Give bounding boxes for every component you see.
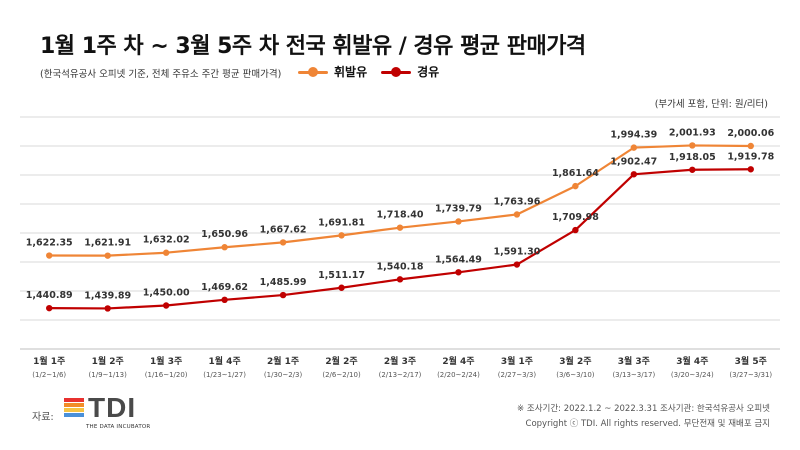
unit-note: (부가세 포함, 단위: 원/리터) bbox=[654, 99, 768, 110]
data-point-diesel bbox=[338, 284, 345, 291]
data-point-diesel bbox=[46, 304, 53, 312]
tdi-logo: TDI THE DATA INCUBATOR bbox=[64, 392, 184, 436]
data-point-gasoline bbox=[221, 244, 228, 251]
data-point-diesel bbox=[747, 166, 754, 173]
x-tick-label: 2월 1주 bbox=[267, 355, 299, 367]
x-tick-range: (2/13~2/17) bbox=[379, 371, 422, 379]
data-label-gasoline: 1,763.96 bbox=[493, 196, 540, 207]
logo-bars-icon bbox=[64, 398, 84, 422]
x-tick-range: (3/13~3/17) bbox=[612, 371, 655, 379]
data-point-diesel bbox=[221, 296, 228, 304]
data-point-gasoline bbox=[279, 239, 287, 246]
data-label-gasoline: 1,667.62 bbox=[260, 224, 307, 235]
data-point-diesel bbox=[513, 261, 521, 268]
data-label-gasoline: 1,632.02 bbox=[143, 235, 190, 246]
data-label-diesel: 1,918.05 bbox=[669, 152, 716, 163]
footer: ※ 조사기간: 2022.1.2 ~ 2022.3.31 조사기관: 한국석유공… bbox=[517, 402, 770, 432]
x-tick-label: 3월 5주 bbox=[735, 355, 767, 367]
x-tick-range: (3/27~3/31) bbox=[729, 371, 772, 379]
x-tick-range: (3/20~3/24) bbox=[671, 371, 714, 379]
x-tick-range: (3/6~3/10) bbox=[556, 371, 595, 379]
legend-swatch-gasoline bbox=[298, 66, 328, 78]
data-point-diesel bbox=[162, 302, 170, 309]
source-label: 자료: bbox=[32, 412, 54, 423]
data-label-gasoline: 1,718.40 bbox=[377, 210, 424, 221]
x-tick-range: (1/16~1/20) bbox=[145, 371, 188, 379]
data-point-gasoline bbox=[338, 232, 345, 239]
legend: 휘발유 경유 bbox=[298, 63, 439, 80]
logo-subtext: THE DATA INCUBATOR bbox=[86, 424, 151, 430]
chart-subtitle: (한국석유공사 오피넷 기준, 전체 주유소 주간 평균 판매가격) bbox=[40, 69, 282, 80]
data-point-gasoline bbox=[455, 218, 462, 225]
footer-survey-info: ※ 조사기간: 2022.1.2 ~ 2022.3.31 조사기관: 한국석유공… bbox=[517, 404, 770, 414]
data-point-gasoline bbox=[747, 142, 754, 150]
data-point-diesel bbox=[279, 291, 287, 299]
x-tick-label: 1월 3주 bbox=[150, 355, 182, 367]
legend-label-gasoline: 휘발유 bbox=[334, 65, 368, 79]
x-tick-range: (1/9~1/13) bbox=[89, 371, 128, 379]
data-label-gasoline: 1,861.64 bbox=[552, 168, 599, 179]
x-tick-range: (2/6~2/10) bbox=[322, 371, 361, 379]
data-point-diesel bbox=[572, 226, 579, 234]
legend-label-diesel: 경유 bbox=[417, 65, 440, 79]
data-label-gasoline: 1,739.79 bbox=[435, 203, 482, 214]
data-label-diesel: 1,511.17 bbox=[318, 270, 365, 281]
x-tick-label: 2월 4주 bbox=[442, 355, 474, 367]
data-label-diesel: 1,440.89 bbox=[26, 290, 73, 301]
data-label-diesel: 1,540.18 bbox=[377, 261, 424, 272]
data-label-gasoline: 1,621.91 bbox=[84, 238, 131, 249]
data-label-diesel: 1,919.78 bbox=[727, 151, 774, 162]
legend-swatch-diesel bbox=[381, 66, 412, 78]
data-point-diesel bbox=[455, 269, 462, 276]
data-point-gasoline bbox=[572, 182, 579, 190]
x-tick-range: (2/20~2/24) bbox=[437, 371, 480, 379]
data-point-gasoline bbox=[162, 249, 170, 256]
data-point-diesel bbox=[104, 305, 111, 312]
data-label-diesel: 1,485.99 bbox=[260, 277, 307, 288]
x-tick-label: 2월 3주 bbox=[384, 355, 416, 367]
data-label-gasoline: 1,622.35 bbox=[26, 238, 73, 249]
data-label-gasoline: 1,650.96 bbox=[201, 229, 248, 240]
x-tick-label: 1월 4주 bbox=[209, 355, 241, 367]
chart-title: 1월 1주 차 ~ 3월 5주 차 전국 휘발유 / 경유 평균 판매가격 bbox=[40, 34, 586, 59]
data-point-gasoline bbox=[104, 252, 111, 259]
data-point-gasoline bbox=[46, 252, 53, 259]
data-label-diesel: 1,439.89 bbox=[84, 290, 131, 301]
x-tick-range: (1/30~2/3) bbox=[264, 371, 303, 379]
x-tick-range: (2/27~3/3) bbox=[498, 371, 537, 379]
data-label-gasoline: 1,994.39 bbox=[610, 130, 657, 141]
data-label-gasoline: 2,001.93 bbox=[669, 127, 716, 138]
legend-item-gasoline: 휘발유 bbox=[298, 63, 367, 80]
data-label-diesel: 1,709.98 bbox=[552, 212, 599, 223]
x-tick-label: 3월 2주 bbox=[559, 355, 591, 367]
x-tick-label: 2월 2주 bbox=[325, 355, 357, 367]
logo-text: TDI bbox=[88, 392, 137, 423]
x-tick-label: 3월 1주 bbox=[501, 355, 533, 367]
data-point-diesel bbox=[396, 276, 404, 283]
x-tick-label: 3월 4주 bbox=[676, 355, 708, 367]
data-point-gasoline bbox=[630, 144, 638, 151]
data-point-diesel bbox=[689, 166, 696, 173]
x-tick-label: 1월 1주 bbox=[33, 355, 65, 367]
data-label-diesel: 1,450.00 bbox=[143, 288, 190, 299]
data-point-diesel bbox=[630, 171, 638, 178]
data-label-diesel: 1,469.62 bbox=[201, 282, 248, 293]
data-label-gasoline: 2,000.06 bbox=[727, 128, 774, 139]
x-tick-range: (1/23~1/27) bbox=[203, 371, 246, 379]
x-tick-label: 3월 3주 bbox=[618, 355, 650, 367]
data-point-gasoline bbox=[396, 224, 404, 231]
data-label-diesel: 1,591.30 bbox=[493, 247, 540, 258]
data-point-gasoline bbox=[689, 142, 696, 149]
x-tick-range: (1/2~1/6) bbox=[32, 371, 66, 379]
footer-copyright: Copyright ⓒ TDI. All rights reserved. 무단… bbox=[525, 419, 770, 429]
data-label-diesel: 1,564.49 bbox=[435, 254, 482, 265]
legend-item-diesel: 경유 bbox=[381, 63, 439, 80]
data-label-gasoline: 1,691.81 bbox=[318, 217, 365, 228]
data-point-gasoline bbox=[513, 211, 521, 218]
data-label-diesel: 1,902.47 bbox=[610, 156, 657, 167]
x-tick-label: 1월 2주 bbox=[92, 355, 124, 367]
